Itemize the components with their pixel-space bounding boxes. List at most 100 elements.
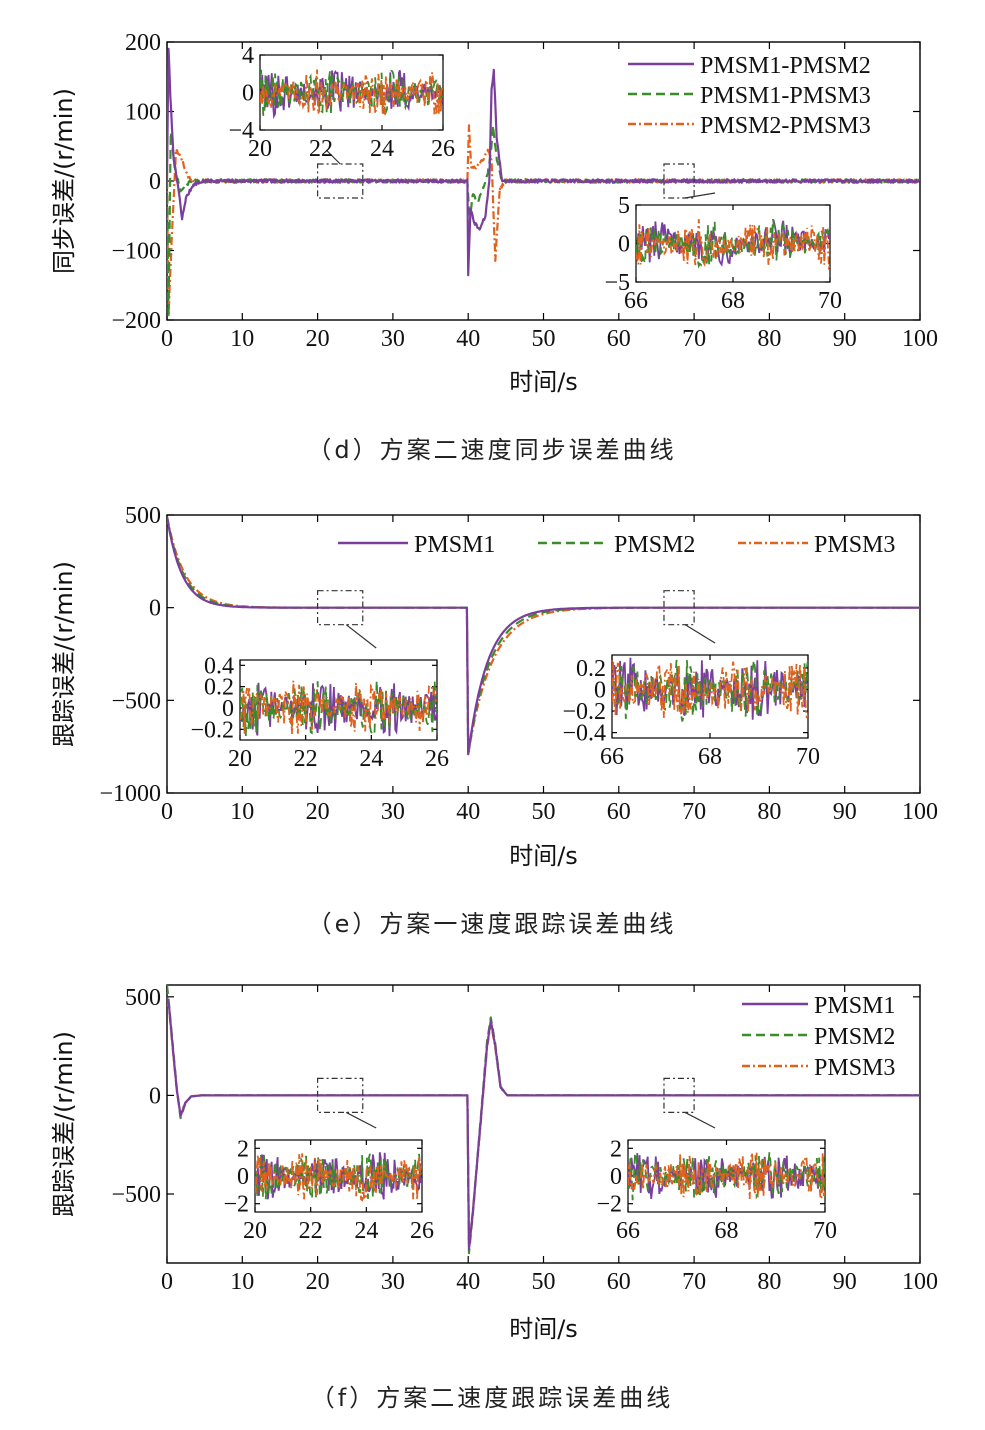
inset-f-1-xtick-label: 26 bbox=[410, 1218, 434, 1244]
inset-f-2-ytick-label: −2 bbox=[596, 1192, 622, 1218]
chart-f-series bbox=[167, 985, 920, 1255]
inset-d-1-xtick-label: 20 bbox=[248, 136, 272, 162]
legend-d: PMSM1-PMSM2 PMSM1-PMSM3 PMSM2-PMSM3 bbox=[628, 53, 871, 139]
chart-f-ytick-label: 0 bbox=[149, 1083, 161, 1109]
chart-d-xtick-label: 30 bbox=[381, 326, 405, 352]
inset-series-pmsm3 bbox=[628, 1152, 825, 1203]
x-axis-label: 时间/s bbox=[509, 842, 578, 870]
legend-label: PMSM3 bbox=[814, 1055, 895, 1081]
zoom-connector bbox=[345, 624, 377, 649]
legend-label: PMSM1-PMSM3 bbox=[700, 83, 871, 109]
inset-series-pmsm2 bbox=[240, 680, 437, 737]
inset-f-2-ytick-label: 0 bbox=[610, 1164, 622, 1190]
chart-d-xtick-label: 50 bbox=[532, 326, 556, 352]
zoom-region-box bbox=[663, 1077, 695, 1114]
inset-e-1-xtick-label: 26 bbox=[425, 746, 449, 772]
chart-f-xtick-label: 100 bbox=[902, 1269, 938, 1295]
chart-e-xtick-label: 80 bbox=[757, 799, 781, 825]
legend-f: PMSM1 PMSM2 PMSM3 bbox=[742, 993, 895, 1081]
chart-d-ytick-label: 100 bbox=[125, 100, 161, 126]
chart-e-xtick-label: 70 bbox=[682, 799, 706, 825]
chart-e-xtick-label: 20 bbox=[306, 799, 330, 825]
chart-d-ytick-label: −100 bbox=[111, 239, 161, 265]
chart-d-xtick-label: 60 bbox=[607, 326, 631, 352]
inset-d-1-xtick-label: 22 bbox=[309, 136, 333, 162]
x-axis-label: 时间/s bbox=[509, 1315, 578, 1343]
legend-label: PMSM1 bbox=[814, 993, 895, 1019]
inset-e-2-xtick-label: 70 bbox=[796, 744, 820, 770]
zoom-region-box bbox=[663, 590, 695, 626]
inset-e-2-ytick-label: −0.4 bbox=[562, 721, 606, 747]
inset-d-2-xtick-label: 66 bbox=[624, 288, 648, 314]
chart-e-xtick-label: 60 bbox=[607, 799, 631, 825]
series-line-pmsm1-pmsm2 bbox=[167, 47, 920, 277]
chart-d-series bbox=[167, 47, 920, 318]
zoom-region-box bbox=[663, 163, 695, 199]
inset-series-pmsm1-pmsm3 bbox=[260, 69, 443, 117]
inset-f-2-xtick-label: 68 bbox=[715, 1218, 739, 1244]
legend-label: PMSM2 bbox=[814, 1024, 895, 1050]
inset-e-1-ytick-label: 0 bbox=[222, 696, 234, 722]
chart-f-xtick-label: 40 bbox=[456, 1269, 480, 1295]
inset-f-1-ytick-label: 0 bbox=[237, 1164, 249, 1190]
inset-e-1: 20 22 24 26 −0.200.20.4 bbox=[190, 653, 449, 772]
chart-e-ytick-label: −500 bbox=[111, 688, 161, 714]
inset-e-2-ytick-label: 0.2 bbox=[576, 656, 606, 682]
chart-f-xtick-label: 70 bbox=[682, 1269, 706, 1295]
figure-caption: （e）方案一速度跟踪误差曲线 bbox=[308, 910, 677, 938]
legend-label: PMSM1-PMSM2 bbox=[700, 53, 871, 79]
zoom-connector bbox=[684, 192, 716, 199]
chart-f-xtick-label: 80 bbox=[757, 1269, 781, 1295]
chart-f-frame bbox=[166, 984, 921, 1264]
inset-e-2-ytick-label: 0 bbox=[594, 677, 606, 703]
inset-f-1-ytick-label: 2 bbox=[237, 1136, 249, 1162]
chart-d-xtick-label: 90 bbox=[833, 326, 857, 352]
chart-f-xtick-label: 60 bbox=[607, 1269, 631, 1295]
inset-d-2-ytick-label: −5 bbox=[604, 270, 630, 296]
chart-f-ytick-label: −500 bbox=[111, 1182, 161, 1208]
inset-d-1-xtick-label: 24 bbox=[370, 136, 394, 162]
inset-d-1-ytick-label: −4 bbox=[228, 118, 254, 144]
inset-f-2-xtick-label: 70 bbox=[813, 1218, 837, 1244]
inset-d-2: 66 68 70 −5 0 5 bbox=[604, 193, 842, 314]
inset-e-2: 66 68 70 −0.4−0.200.2 bbox=[562, 654, 820, 770]
chart-e-xtick-label: 50 bbox=[532, 799, 556, 825]
inset-e-1-ytick-label: −0.2 bbox=[190, 717, 234, 743]
chart-e-xtick-label: 100 bbox=[902, 799, 938, 825]
inset-f-1: 20 22 24 26 −202 bbox=[223, 1136, 434, 1244]
chart-e-xtick-label: 40 bbox=[456, 799, 480, 825]
inset-series-pmsm1-pmsm3 bbox=[636, 218, 830, 269]
legend-label: PMSM1 bbox=[414, 532, 495, 558]
inset-f-2-ytick-label: 2 bbox=[610, 1136, 622, 1162]
chart-d-xtick-label: 70 bbox=[682, 326, 706, 352]
inset-e-1-xtick-label: 22 bbox=[294, 746, 318, 772]
inset-e-1-ytick-label: 0.4 bbox=[204, 653, 234, 679]
inset-series-pmsm2 bbox=[628, 1151, 825, 1201]
inset-f-2-xtick-label: 66 bbox=[616, 1218, 640, 1244]
inset-d-1-ytick-label: 4 bbox=[242, 43, 254, 69]
inset-d-2-xtick-label: 70 bbox=[818, 288, 842, 314]
figure-caption: （f）方案二速度跟踪误差曲线 bbox=[311, 1384, 673, 1412]
chart-e-frame bbox=[166, 514, 921, 794]
zoom-connector bbox=[684, 1111, 716, 1129]
chart-d-ytick-label: −200 bbox=[111, 308, 161, 334]
chart-f-xtick-label: 20 bbox=[306, 1269, 330, 1295]
chart-d-xtick-label: 20 bbox=[306, 326, 330, 352]
figure-caption: （d）方案二速度同步误差曲线 bbox=[307, 436, 676, 464]
chart-d-ytick-label: 200 bbox=[125, 30, 161, 56]
inset-f-2: 66 68 70 −202 bbox=[596, 1136, 837, 1244]
inset-f-1-ytick-label: −2 bbox=[223, 1192, 249, 1218]
chart-f-xtick-label: 50 bbox=[532, 1269, 556, 1295]
inset-series-pmsm3 bbox=[240, 680, 437, 734]
chart-e-xtick-label: 10 bbox=[230, 799, 254, 825]
series-line-pmsm1 bbox=[167, 996, 920, 1251]
chart-e-xtick-label: 0 bbox=[161, 799, 173, 825]
inset-series-pmsm2-pmsm3 bbox=[636, 219, 830, 271]
legend-label: PMSM2 bbox=[614, 532, 695, 558]
inset-series-pmsm3 bbox=[612, 660, 808, 719]
chart-d-xtick-label: 100 bbox=[902, 326, 938, 352]
legend-label: PMSM2-PMSM3 bbox=[700, 113, 871, 139]
chart-f-ytick-label: 500 bbox=[125, 985, 161, 1011]
